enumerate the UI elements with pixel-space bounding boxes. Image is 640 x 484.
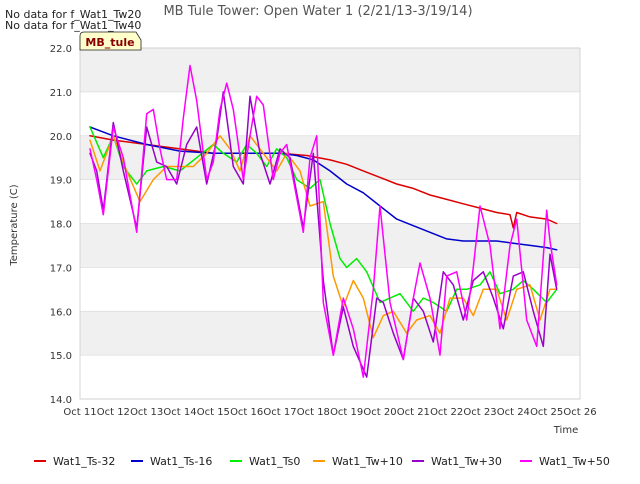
- y-tick-label: 16.0: [50, 307, 72, 318]
- legend-label: Wat1_Tw+50: [539, 455, 610, 468]
- y-tick-label: 21.0: [50, 88, 72, 99]
- x-tick-label: Oct 21: [397, 407, 430, 418]
- y-tick-labels: 14.0 15.0 16.0 17.0 18.0 19.0 20.0 21.0 22.0: [50, 44, 72, 406]
- y-tick-label: 20.0: [50, 132, 72, 143]
- y-tick-label: 18.0: [50, 220, 72, 231]
- x-tick-label: Oct 15: [197, 407, 230, 418]
- x-tick-label: Oct 14: [163, 407, 196, 418]
- legend-label: Wat1_Tw+10: [332, 455, 403, 468]
- no-data-note-1: No data for f_Wat1_Tw20: [5, 8, 141, 21]
- plot-background-bands: [80, 48, 580, 399]
- x-tick-label: Oct 12: [97, 407, 130, 418]
- background-band: [80, 48, 580, 92]
- x-tick-labels: Oct 11 Oct 12 Oct 13 Oct 14 Oct 15 Oct 16 Oct …: [63, 407, 596, 418]
- y-tick-label: 19.0: [50, 176, 72, 187]
- legend: Wat1_Ts-32 Wat1_Ts-16 Wat1_Ts0 Wat1_Tw+10 Wa…: [34, 455, 610, 468]
- x-tick-label: Oct 26: [563, 407, 596, 418]
- x-tick-label: Oct 20: [363, 407, 396, 418]
- series-line-wat1-tw-50: [89, 64, 558, 378]
- x-tick-label: Oct 19: [330, 407, 363, 418]
- legend-label: Wat1_Ts0: [249, 455, 300, 468]
- legend-label: Wat1_Tw+30: [431, 455, 502, 468]
- x-tick-label: Oct 11: [63, 407, 96, 418]
- x-axis-label: Time: [553, 425, 578, 436]
- x-tick-label: Oct 25: [530, 407, 563, 418]
- y-tick-label: 14.0: [50, 395, 72, 406]
- x-tick-label: Oct 16: [230, 407, 263, 418]
- x-tick-label: Oct 24: [497, 407, 530, 418]
- background-band: [80, 135, 580, 180]
- legend-label: Wat1_Ts-32: [53, 455, 115, 468]
- plot-frame: [79, 47, 581, 400]
- x-tick-label: Oct 22: [430, 407, 463, 418]
- y-axis-label: Temperature (C): [9, 184, 20, 266]
- x-tick-label: Oct 13: [130, 407, 163, 418]
- series-line-wat1-tw-30: [89, 91, 558, 378]
- background-band: [80, 91, 580, 136]
- x-tick-label: Oct 23: [463, 407, 496, 418]
- no-data-note-2: No data for f_Wat1_Tw40: [5, 19, 141, 32]
- background-band: [80, 223, 580, 268]
- background-band: [80, 355, 580, 399]
- series-lines: [89, 64, 558, 378]
- y-tick-label: 17.0: [50, 263, 72, 274]
- chart-title: MB Tule Tower: Open Water 1 (2/21/13-3/1…: [163, 4, 472, 19]
- legend-label: Wat1_Ts-16: [150, 455, 212, 468]
- site-label-text: MB_tule: [85, 36, 134, 49]
- y-tick-label: 15.0: [50, 351, 72, 362]
- y-tick-label: 22.0: [50, 44, 72, 55]
- x-tick-label: Oct 18: [297, 407, 330, 418]
- background-band: [80, 179, 580, 224]
- site-label-badge: MB_tule: [79, 31, 142, 51]
- x-tick-label: Oct 17: [263, 407, 296, 418]
